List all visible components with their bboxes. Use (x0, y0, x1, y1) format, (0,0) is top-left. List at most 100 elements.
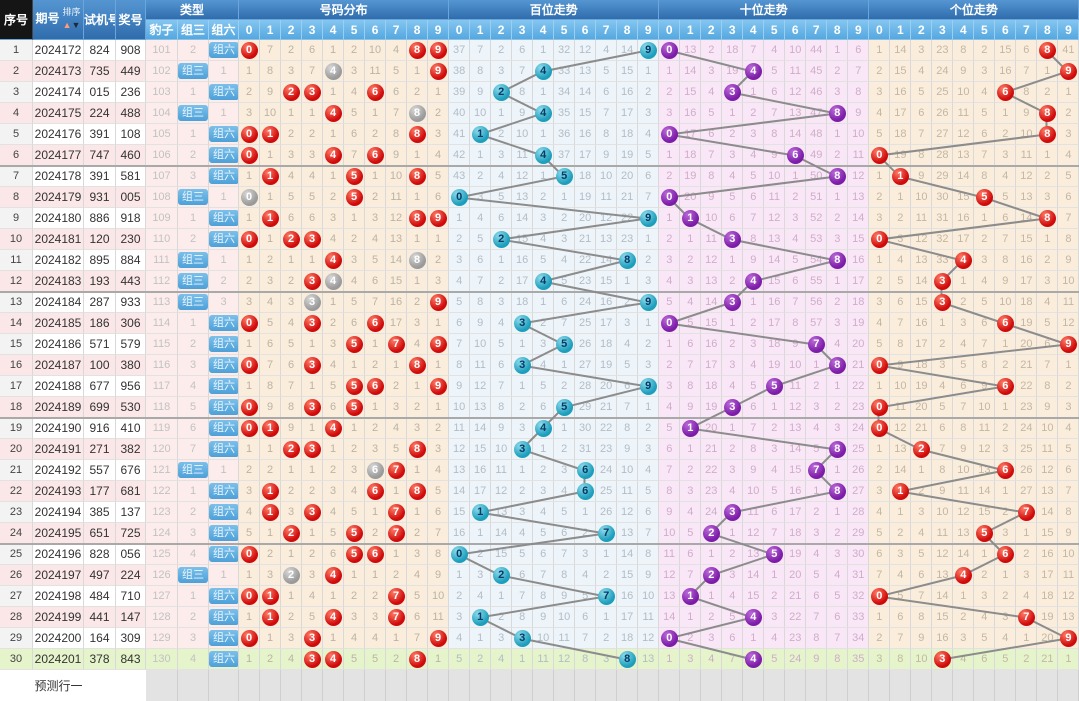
hund-cell: 1 (533, 40, 555, 61)
dist-cell: 16 (386, 292, 408, 313)
col-period[interactable]: 期号 排序 ▲▼ (33, 0, 84, 40)
tens-cell: 1 (701, 544, 723, 565)
hund-cell: 16 (617, 82, 639, 103)
hund-cell: 2 (470, 649, 492, 670)
unit-cell: 1 (869, 376, 891, 397)
dist-ball: 3 (303, 272, 321, 290)
tens-cell: 3 (722, 397, 744, 418)
tens-cell: 3 (827, 418, 849, 439)
hund-cell: 1 (449, 208, 471, 229)
hund-cell: 1 (533, 439, 555, 460)
tens-ball: 7 (807, 461, 825, 479)
col-prize-no: 奖号 (116, 0, 146, 40)
dist-cell: 10 (386, 166, 408, 187)
hund-cell: 3 (617, 313, 639, 334)
hund-cell: 7 (491, 376, 513, 397)
sort-desc-icon[interactable]: ▼ (71, 20, 81, 30)
tens-cell: 6 (680, 544, 702, 565)
dist-ball: 4 (324, 419, 342, 437)
hund-cell: 1 (512, 649, 534, 670)
baozi-cell: 112 (146, 271, 178, 292)
tens-cell: 5 (701, 103, 723, 124)
dist-cell: 2 (302, 481, 324, 502)
hund-cell: 6 (491, 208, 513, 229)
tens-cell: 7 (806, 460, 828, 481)
dist-cell: 1 (260, 607, 282, 628)
hund-cell: 10 (596, 166, 618, 187)
digit-header: 5 (974, 20, 996, 40)
hundreds-ball: 6 (576, 461, 594, 479)
dist-ball: 1 (261, 125, 279, 143)
dist-cell: 10 (428, 586, 450, 607)
hund-cell: 6 (596, 82, 618, 103)
dist-cell: 7 (260, 355, 282, 376)
hund-cell: 32 (554, 40, 576, 61)
dist-cell: 2 (302, 124, 324, 145)
dist-cell: 4 (260, 292, 282, 313)
hund-cell: 4 (554, 250, 576, 271)
unit-cell: 2 (869, 271, 891, 292)
footer-cell (659, 670, 681, 701)
digit-header: 2 (491, 20, 513, 40)
unit-cell: 0 (869, 397, 891, 418)
unit-cell: 2 (953, 292, 975, 313)
tens-cell: 5 (764, 649, 786, 670)
dist-ball: 4 (324, 566, 342, 584)
sort-asc-icon[interactable]: ▲ (62, 20, 72, 30)
hund-cell: 10 (470, 334, 492, 355)
tens-cell: 2 (827, 292, 849, 313)
dist-cell: 1 (365, 397, 387, 418)
unit-cell: 3 (974, 250, 996, 271)
hund-cell: 11 (533, 649, 555, 670)
hund-cell: 22 (596, 418, 618, 439)
dist-cell: 6 (344, 313, 366, 334)
tens-cell: 2 (827, 523, 849, 544)
tens-cell: 7 (659, 460, 681, 481)
hund-cell: 3 (638, 103, 660, 124)
hund-cell: 2 (638, 418, 660, 439)
hund-cell: 41 (449, 124, 471, 145)
test-no-cell: 699 (84, 397, 116, 418)
hund-cell: 10 (533, 628, 555, 649)
unit-cell: 4 (953, 250, 975, 271)
dist-cell: 1 (281, 586, 303, 607)
tens-cell: 0 (659, 628, 681, 649)
dist-cell: 9 (428, 565, 450, 586)
zuliu-badge: 组六 (209, 399, 239, 415)
footer-cell (302, 670, 324, 701)
zusan-cell: 2 (178, 502, 209, 523)
tens-cell: 2 (743, 103, 765, 124)
unit-cell: 1 (995, 397, 1017, 418)
prize-no-cell: 933 (116, 292, 146, 313)
hund-cell: 14 (512, 208, 534, 229)
tens-cell: 6 (764, 82, 786, 103)
hund-cell: 12 (617, 502, 639, 523)
hund-cell: 7 (512, 586, 534, 607)
unit-cell: 26 (932, 103, 954, 124)
dist-cell: 3 (239, 292, 261, 313)
tens-cell: 13 (701, 271, 723, 292)
unit-cell: 11 (1058, 292, 1079, 313)
hund-cell: 3 (491, 292, 513, 313)
zuliu-cell: 组六 (209, 481, 240, 502)
dist-cell: 6 (302, 40, 324, 61)
dist-ball: 8 (408, 125, 426, 143)
digit-header: 4 (323, 20, 345, 40)
tens-cell: 2 (722, 544, 744, 565)
tens-cell: 5 (764, 544, 786, 565)
dist-ball: 1 (261, 608, 279, 626)
dist-cell: 3 (344, 460, 366, 481)
section-dist: 号码分布 (239, 0, 450, 20)
period-cell: 2024196 (33, 544, 84, 565)
dist-cell: 3 (386, 397, 408, 418)
baozi-cell: 116 (146, 355, 178, 376)
hund-cell: 5 (554, 502, 576, 523)
hund-cell: 22 (575, 250, 597, 271)
dist-cell: 4 (323, 418, 345, 439)
unit-cell: 3 (911, 40, 933, 61)
table-row: 6 2024177 747 460 106 2 组六 0 1 3 3 4 7 6 9 1 4 42 1 3 11 4 37 1… (0, 145, 1079, 166)
sort-control[interactable]: 排序 ▲▼ (63, 8, 81, 31)
tens-cell: 5 (764, 61, 786, 82)
tens-cell: 6 (680, 334, 702, 355)
digit-header: 4 (743, 20, 765, 40)
